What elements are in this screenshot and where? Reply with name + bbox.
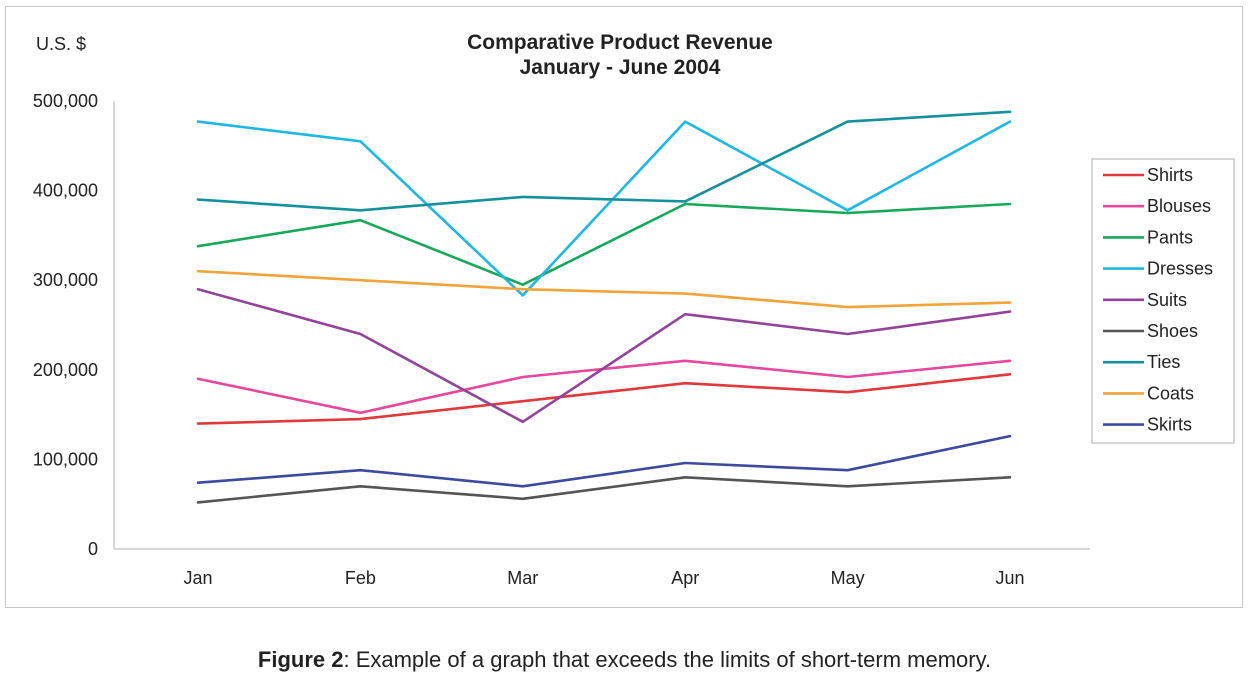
- x-tick-labels: Jan Feb Mar Apr May Jun: [183, 568, 1024, 588]
- legend-item-skirts: Skirts: [1103, 415, 1192, 435]
- figure-caption: Figure 2: Example of a graph that exceed…: [0, 647, 1249, 673]
- legend-label: Suits: [1147, 290, 1187, 310]
- legend-label: Blouses: [1147, 196, 1211, 216]
- legend-label: Shoes: [1147, 321, 1198, 341]
- series-line-coats: [196, 269, 1012, 309]
- y-tick-label: 300,000: [33, 270, 98, 290]
- y-tick-label: 200,000: [33, 360, 98, 380]
- legend-label: Coats: [1147, 383, 1194, 403]
- y-tick-label: 100,000: [33, 449, 98, 469]
- legend-item-blouses: Blouses: [1103, 196, 1211, 216]
- series-line-shirts: [196, 372, 1012, 425]
- series-line-suits: [196, 287, 1012, 424]
- series-line-skirts: [196, 434, 1012, 488]
- x-tick-label: Apr: [671, 568, 699, 588]
- series-line-pants: [196, 202, 1012, 287]
- legend-label: Dresses: [1147, 259, 1213, 279]
- series-line-dresses: [196, 120, 1012, 297]
- x-tick-label: Feb: [345, 568, 376, 588]
- line-chart: Comparative Product Revenue January - Ju…: [33, 31, 1235, 588]
- chart-subtitle: January - June 2004: [520, 56, 721, 79]
- legend-item-ties: Ties: [1103, 352, 1180, 372]
- legend-item-shirts: Shirts: [1103, 165, 1193, 185]
- x-tick-label: Mar: [507, 568, 538, 588]
- series-line-shoes: [196, 475, 1012, 504]
- legend-label: Ties: [1147, 352, 1180, 372]
- y-tick-label: 400,000: [33, 181, 98, 201]
- legend-item-pants: Pants: [1103, 227, 1193, 247]
- y-tick-labels: 0 100,000 200,000 300,000 400,000 500,000: [33, 91, 98, 559]
- legend-item-shoes: Shoes: [1103, 321, 1198, 341]
- y-tick-label: 500,000: [33, 91, 98, 111]
- legend-label: Pants: [1147, 227, 1193, 247]
- chart-frame: Comparative Product Revenue January - Ju…: [5, 6, 1243, 608]
- figure-caption-text: : Example of a graph that exceeds the li…: [343, 647, 992, 672]
- x-tick-label: Jun: [995, 568, 1024, 588]
- series-line-ties: [196, 110, 1012, 212]
- legend-item-dresses: Dresses: [1103, 259, 1213, 279]
- x-tick-label: Jan: [183, 568, 212, 588]
- chart-title: Comparative Product Revenue: [467, 31, 773, 54]
- figure-label: Figure 2: [257, 647, 344, 672]
- legend: Shirts Blouses Pants Dresses Suits Shoes Ties C…: [1103, 165, 1213, 435]
- y-tick-label: 0: [88, 539, 98, 559]
- y-axis-label: U.S. $: [36, 34, 86, 54]
- legend-label: Skirts: [1147, 415, 1192, 435]
- x-tick-label: May: [831, 568, 865, 588]
- legend-item-suits: Suits: [1103, 290, 1187, 310]
- legend-label: Shirts: [1147, 165, 1193, 185]
- series-lines: [196, 110, 1012, 504]
- legend-item-coats: Coats: [1103, 383, 1194, 403]
